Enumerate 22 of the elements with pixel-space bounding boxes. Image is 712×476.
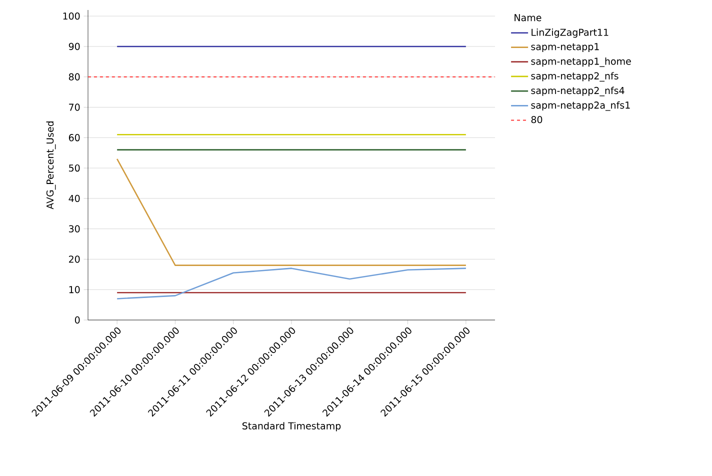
y-tick-label: 100 <box>63 12 80 20</box>
legend-title: Name <box>514 14 542 22</box>
legend-label: sapm-netapp1_home <box>531 57 631 67</box>
y-tick-label: 40 <box>68 194 80 202</box>
y-axis-title: AVG_Percent_Used <box>46 121 56 210</box>
y-tick-label: 60 <box>68 134 80 142</box>
y-tick-label: 50 <box>69 164 80 172</box>
legend-label: sapm-netapp1 <box>531 43 599 52</box>
line-series <box>116 268 467 300</box>
legend-label: sapm-netapp2_nfs <box>531 72 618 82</box>
y-tick-label: 20 <box>68 256 80 263</box>
y-tick-label: 80 <box>68 73 80 80</box>
y-tick-label: 10 <box>69 286 80 294</box>
legend-label: sapm-netapp2a_nfs1 <box>531 101 630 111</box>
y-tick-label: 0 <box>74 316 80 324</box>
legend-label: 80 <box>531 116 542 124</box>
y-tick-label: 30 <box>69 225 80 232</box>
legend-label: sapm-netapp2_nfs4 <box>531 86 624 96</box>
legend-label: LinZigZagPart11 <box>532 28 608 38</box>
x-axis-title: Standard Timestamp <box>242 422 341 432</box>
y-tick-label: 70 <box>69 104 80 111</box>
y-tick-label: 90 <box>68 42 80 50</box>
